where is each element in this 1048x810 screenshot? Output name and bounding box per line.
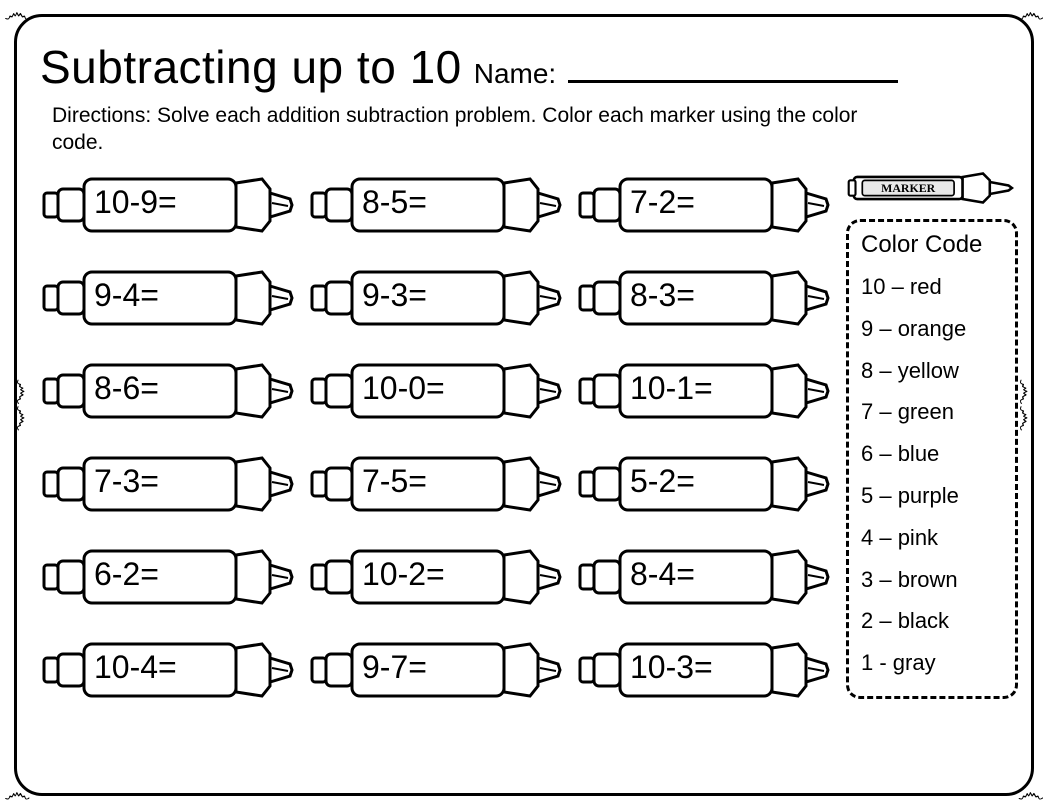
color-code-item: 9 – orange [861, 308, 1003, 350]
problem-marker[interactable]: 7-3= [40, 452, 296, 516]
problem-marker[interactable]: 8-5= [308, 173, 564, 237]
problem-marker[interactable]: 8-4= [576, 545, 832, 609]
color-code-item: 10 – red [861, 266, 1003, 308]
worksheet-title: Subtracting up to 10 [40, 40, 462, 94]
problem-text: 7-3= [94, 463, 159, 500]
marker-icon: MARKER [847, 165, 1017, 211]
problem-marker[interactable]: 10-1= [576, 359, 832, 423]
color-code-item: 4 – pink [861, 517, 1003, 559]
problem-marker[interactable]: 9-3= [308, 266, 564, 330]
problem-marker[interactable]: 9-7= [308, 638, 564, 702]
problem-marker[interactable]: 10-2= [308, 545, 564, 609]
color-code-item: 8 – yellow [861, 350, 1003, 392]
problem-text: 7-5= [362, 463, 427, 500]
problem-text: 10-3= [630, 649, 713, 686]
problem-text: 8-3= [630, 277, 695, 314]
problem-text: 9-3= [362, 277, 427, 314]
problem-marker[interactable]: 7-5= [308, 452, 564, 516]
svg-text:MARKER: MARKER [881, 181, 936, 195]
sidebar: MARKER Color Code 10 – red9 – orange8 – … [846, 165, 1018, 699]
edge-swirl-icon: ෴෴ [9, 378, 37, 431]
problem-text: 9-4= [94, 277, 159, 314]
color-code-list: 10 – red9 – orange8 – yellow7 – green6 –… [861, 266, 1003, 684]
header: Subtracting up to 10 Name: [40, 40, 1010, 94]
color-code-title: Color Code [861, 232, 1003, 258]
directions-text: Solve each addition subtraction problem.… [52, 104, 857, 154]
problem-text: 8-4= [630, 556, 695, 593]
problem-marker[interactable]: 8-6= [40, 359, 296, 423]
problem-marker[interactable]: 6-2= [40, 545, 296, 609]
color-code-item: 7 – green [861, 391, 1003, 433]
directions: Directions: Solve each addition subtract… [52, 102, 872, 157]
corner-swirl-icon: ෴ [1017, 0, 1044, 28]
problem-text: 8-5= [362, 184, 427, 221]
problem-text: 10-9= [94, 184, 177, 221]
problem-marker[interactable]: 8-3= [576, 266, 832, 330]
color-code-item: 5 – purple [861, 475, 1003, 517]
color-code-item: 3 – brown [861, 559, 1003, 601]
worksheet-page: Subtracting up to 10 Name: Directions: S… [40, 40, 1010, 770]
color-code-item: 2 – black [861, 600, 1003, 642]
problem-text: 8-6= [94, 370, 159, 407]
directions-label: Directions: [52, 104, 151, 127]
color-code-box: Color Code 10 – red9 – orange8 – yellow7… [846, 219, 1018, 699]
problem-text: 7-2= [630, 184, 695, 221]
color-code-item: 6 – blue [861, 433, 1003, 475]
problem-marker[interactable]: 10-4= [40, 638, 296, 702]
problem-marker[interactable]: 9-4= [40, 266, 296, 330]
problem-marker[interactable]: 10-3= [576, 638, 832, 702]
problem-grid: 10-9= 8-5= 7-2= 9-4= 9-3= 8-3= 8-6= 10-0… [40, 171, 832, 706]
problem-marker[interactable]: 7-2= [576, 173, 832, 237]
corner-swirl-icon: ෴ [4, 780, 31, 808]
name-label: Name: [474, 58, 556, 90]
problem-text: 5-2= [630, 463, 695, 500]
problem-marker[interactable]: 5-2= [576, 452, 832, 516]
problem-text: 6-2= [94, 556, 159, 593]
problem-marker[interactable]: 10-0= [308, 359, 564, 423]
content-area: 10-9= 8-5= 7-2= 9-4= 9-3= 8-3= 8-6= 10-0… [40, 171, 1010, 706]
corner-swirl-icon: ෴ [1017, 780, 1044, 808]
corner-swirl-icon: ෴ [4, 0, 31, 28]
color-code-item: 1 - gray [861, 642, 1003, 684]
problem-text: 10-0= [362, 370, 445, 407]
problem-text: 10-4= [94, 649, 177, 686]
problem-text: 9-7= [362, 649, 427, 686]
problem-text: 10-2= [362, 556, 445, 593]
problem-text: 10-1= [630, 370, 713, 407]
problem-marker[interactable]: 10-9= [40, 173, 296, 237]
name-input-line[interactable] [568, 49, 898, 83]
